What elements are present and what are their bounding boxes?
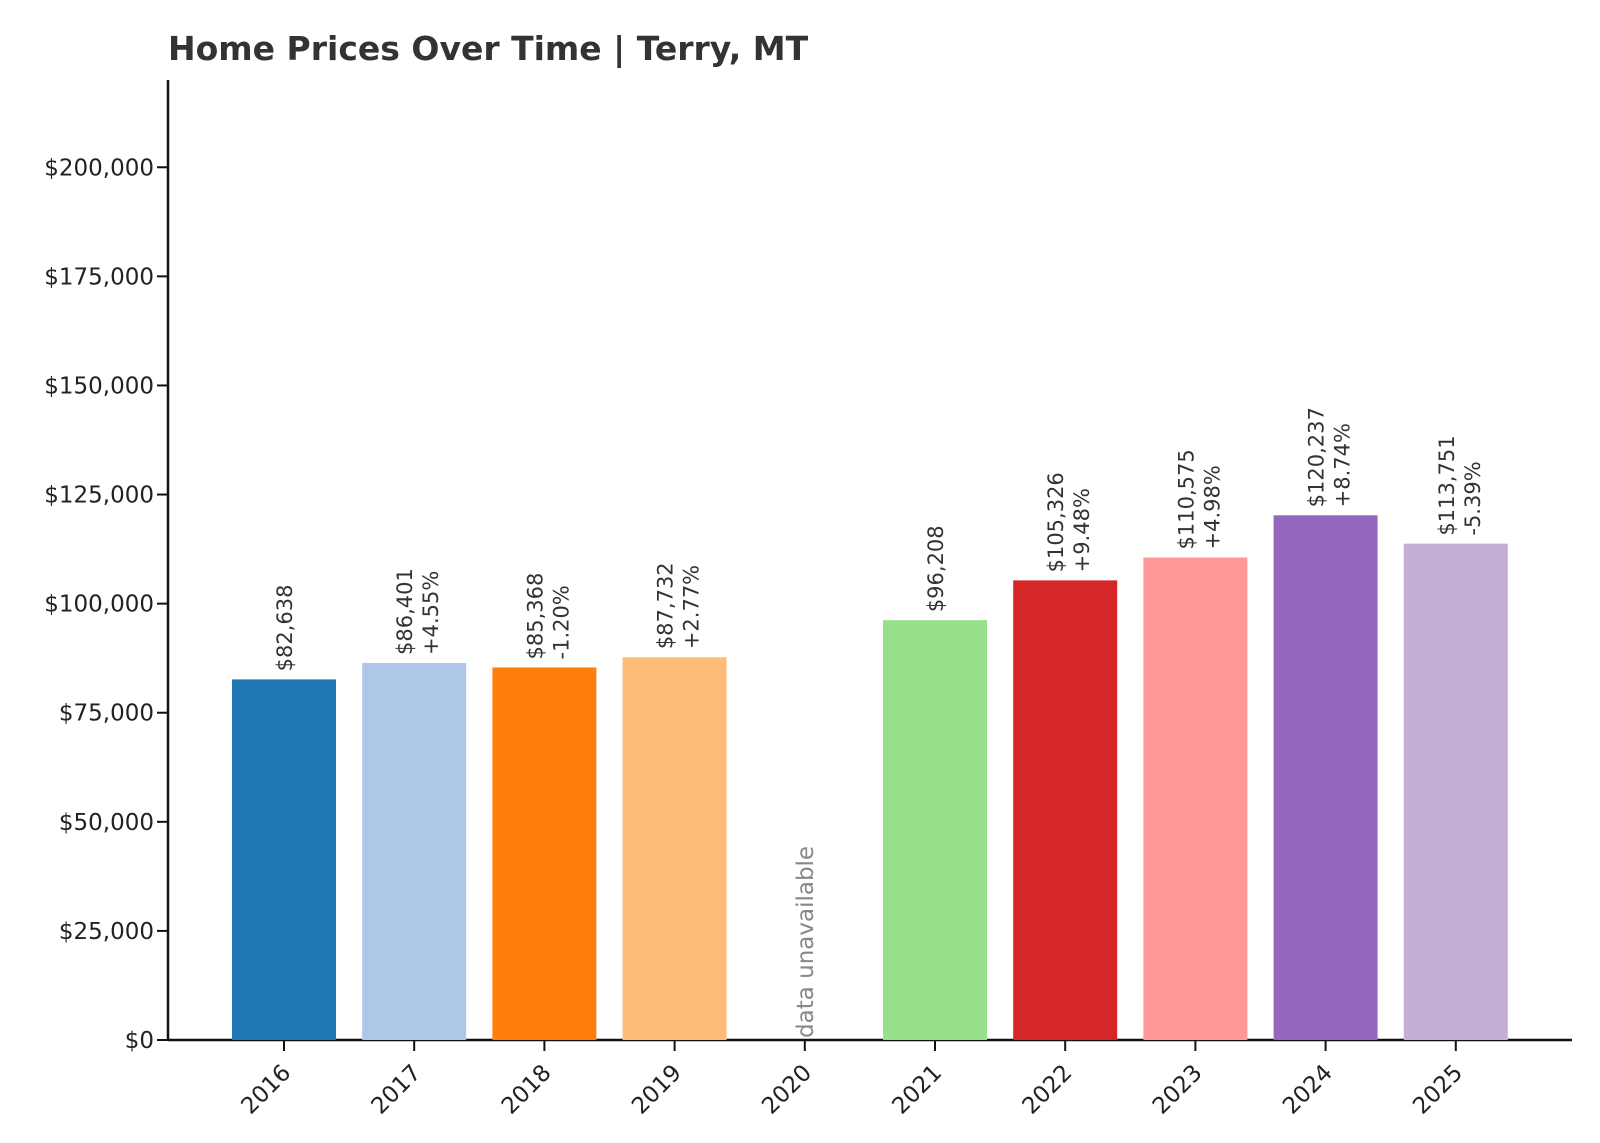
x-tick-label: 2025 [1408,1060,1468,1120]
y-tick-label: $50,000 [59,810,154,836]
y-axis: $0 $25,000 $50,000 $75,000 $100,000 $125,000 $… [44,80,170,1054]
bar-2022 [1013,580,1118,1040]
y-tick-label: $25,000 [59,919,154,945]
bar-2024 [1273,515,1378,1040]
change-label: -5.39% [1461,461,1485,535]
x-tick-label: 2016 [236,1060,296,1120]
value-label: $105,326 [1044,472,1068,572]
x-axis: 2016 2017 2018 2019 2020 2021 2022 2023 2024 2025 [168,1038,1572,1120]
change-label: +9.48% [1070,488,1094,572]
bar-2021 [883,620,987,1040]
bars [232,515,1508,1040]
bar-2016 [232,679,336,1040]
x-tick-label: 2024 [1278,1060,1338,1120]
x-tick-label: 2019 [627,1060,687,1120]
bar-2018 [492,667,597,1040]
value-label: $120,237 [1305,407,1329,507]
chart-title: Home Prices Over Time | Terry, MT [168,29,809,68]
y-tick-label: $125,000 [44,483,154,509]
value-label: $85,368 [523,573,547,660]
x-tick-label: 2022 [1018,1060,1078,1120]
data-unavailable-label: data unavailable [793,846,819,1038]
change-label: +4.98% [1200,465,1224,549]
x-tick-label: 2018 [497,1060,557,1120]
bar-2019 [622,657,727,1040]
bar-labels: $82,638 $86,401 +4.55% $85,368 -1.20% $87,732… [273,407,1485,1038]
change-label: +4.55% [419,571,443,655]
value-label: $87,732 [654,562,678,649]
change-label: -1.20% [549,585,573,659]
y-tick-label: $175,000 [44,264,154,290]
y-tick-label: $200,000 [44,155,154,181]
x-tick-label: 2021 [887,1060,947,1120]
x-tick-label: 2020 [757,1060,817,1120]
y-tick-label: $0 [125,1028,154,1054]
x-tick-label: 2023 [1148,1060,1208,1120]
value-label: $96,208 [924,525,948,612]
change-label: +8.74% [1331,423,1355,507]
value-label: $110,575 [1174,449,1198,549]
y-tick-label: $75,000 [59,701,154,727]
bar-2025 [1403,543,1508,1040]
value-label: $113,751 [1435,435,1459,535]
y-tick-label: $150,000 [44,373,154,399]
value-label: $82,638 [273,585,297,672]
bar-2017 [362,662,467,1040]
y-tick-label: $100,000 [44,592,154,618]
value-label: $86,401 [393,568,417,655]
change-label: +2.77% [680,565,704,649]
bar-2023 [1143,557,1248,1040]
x-tick-label: 2017 [367,1060,427,1120]
